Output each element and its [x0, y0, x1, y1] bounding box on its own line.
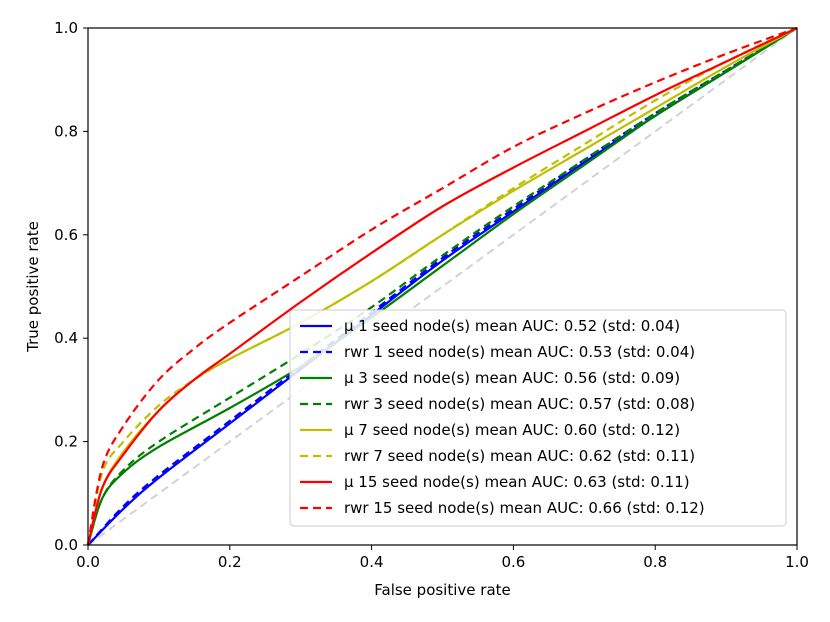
x-axis-label: False positive rate — [374, 581, 511, 599]
legend: μ 1 seed node(s) mean AUC: 0.52 (std: 0.… — [289, 309, 787, 527]
reference-line — [87, 27, 798, 546]
series-line-4 — [86, 27, 798, 546]
series-line-7 — [86, 27, 798, 546]
y-axis-label: True positive rate — [24, 221, 42, 353]
legend-entry: μ 3 seed node(s) mean AUC: 0.56 (std: 0.… — [344, 369, 680, 387]
y-tick-label: 0.2 — [54, 433, 78, 451]
x-tick-label: 0.4 — [360, 553, 384, 571]
y-tick-label: 0.0 — [54, 536, 78, 554]
plot-frame — [87, 27, 798, 546]
x-tick-label: 0.0 — [76, 553, 100, 571]
y-tick-label: 1.0 — [54, 19, 78, 37]
legend-box — [289, 309, 787, 527]
x-tick-label: 0.2 — [218, 553, 242, 571]
legend-entry: rwr 7 seed node(s) mean AUC: 0.62 (std: … — [344, 447, 695, 465]
series-line-3 — [86, 27, 798, 546]
legend-entry: μ 7 seed node(s) mean AUC: 0.60 (std: 0.… — [344, 421, 680, 439]
y-tick-label: 0.6 — [54, 226, 78, 244]
series-line-8 — [86, 26, 798, 546]
x-tick-label: 1.0 — [785, 553, 809, 571]
y-tick-label: 0.8 — [54, 122, 78, 140]
legend-entry: μ 1 seed node(s) mean AUC: 0.52 (std: 0.… — [344, 317, 680, 335]
legend-entry: rwr 15 seed node(s) mean AUC: 0.66 (std:… — [344, 499, 705, 517]
legend-entry: rwr 3 seed node(s) mean AUC: 0.57 (std: … — [344, 395, 695, 413]
x-tick-label: 0.8 — [643, 553, 667, 571]
reference-line-layer — [87, 27, 798, 546]
series-line-2 — [87, 27, 798, 546]
series-line-6 — [86, 27, 798, 546]
legend-entry: μ 15 seed node(s) mean AUC: 0.63 (std: 0… — [344, 473, 690, 491]
x-tick-label: 0.6 — [501, 553, 525, 571]
series-layer — [86, 26, 798, 546]
legend-entry: rwr 1 seed node(s) mean AUC: 0.53 (std: … — [344, 343, 695, 361]
tick-layer: 0.0 0.2 0.4 0.6 0.8 1.0 0.0 0.2 0.4 0.6 0.8 1.0 — [54, 19, 809, 571]
y-tick-label: 0.4 — [54, 329, 78, 347]
